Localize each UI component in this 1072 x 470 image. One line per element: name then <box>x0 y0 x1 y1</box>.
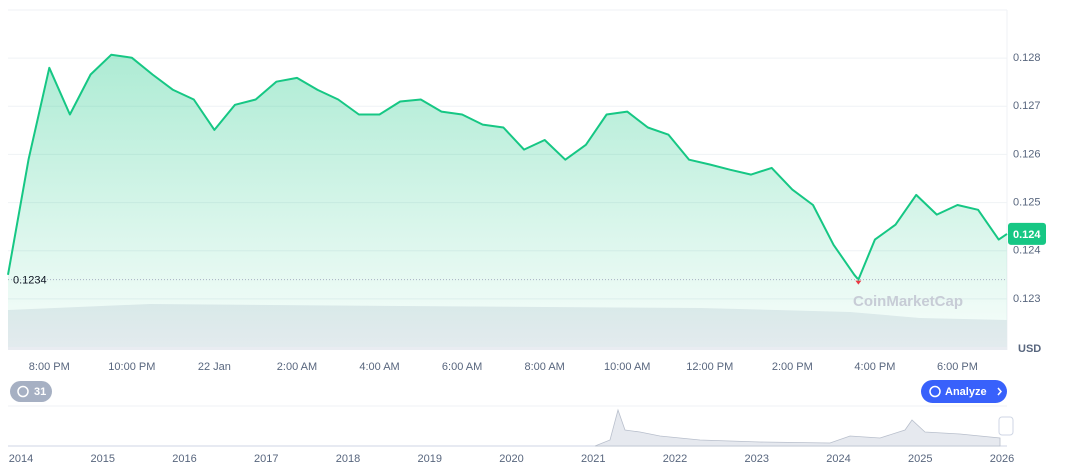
navigator-history <box>594 408 1001 447</box>
year-label: 2014 <box>9 453 33 465</box>
year-label: 2021 <box>581 453 605 465</box>
x-tick-label: 10:00 PM <box>108 361 155 373</box>
y-tick-label: 0.128 <box>1013 52 1041 64</box>
y-tick-label: 0.125 <box>1013 196 1041 208</box>
x-tick-label: 2:00 PM <box>772 361 813 373</box>
x-tick-label: 8:00 PM <box>29 361 70 373</box>
year-label: 2018 <box>336 453 360 465</box>
year-label: 2020 <box>499 453 523 465</box>
currency-label: USD <box>1018 343 1041 355</box>
x-tick-label: 8:00 AM <box>524 361 564 373</box>
price-badge-text: 0.124 <box>1013 229 1041 241</box>
analyze-button[interactable] <box>921 380 1007 403</box>
x-tick-label: 12:00 PM <box>686 361 733 373</box>
y-tick-label: 0.126 <box>1013 148 1041 160</box>
x-tick-label: 2:00 AM <box>277 361 317 373</box>
x-tick-label: 6:00 PM <box>937 361 978 373</box>
year-label: 2023 <box>745 453 769 465</box>
analyze-icon <box>929 385 941 398</box>
x-tick-label: 22 Jan <box>198 361 231 373</box>
range-badge-text: 31 <box>34 386 46 398</box>
x-tick-label: 6:00 AM <box>442 361 482 373</box>
analyze-text: Analyze <box>945 386 987 398</box>
y-tick-label: 0.123 <box>1013 293 1041 305</box>
year-label: 2019 <box>418 453 442 465</box>
navigator-handle[interactable] <box>998 416 1014 436</box>
x-tick-label: 10:00 AM <box>604 361 650 373</box>
price-line <box>7 53 1008 281</box>
price-area <box>8 54 1007 348</box>
price-badge <box>1008 222 1046 245</box>
open-price-label: 0.1234 <box>13 275 47 287</box>
y-tick-label: 0.127 <box>1013 100 1041 112</box>
year-label: 2015 <box>91 453 115 465</box>
low-marker <box>855 280 862 285</box>
x-tick-label: 4:00 AM <box>359 361 399 373</box>
year-label: 2016 <box>172 453 196 465</box>
x-tick-label: 4:00 PM <box>854 361 895 373</box>
y-tick-label: 0.124 <box>1013 245 1041 257</box>
range-badge[interactable] <box>10 381 52 402</box>
year-label: 2026 <box>990 453 1014 465</box>
year-label: 2017 <box>254 453 278 465</box>
chevron <box>997 387 1002 396</box>
year-label: 2025 <box>908 453 932 465</box>
year-label: 2024 <box>826 453 850 465</box>
watermark: CoinMarketCap <box>853 293 963 310</box>
clock-icon <box>17 385 29 398</box>
year-label: 2022 <box>663 453 687 465</box>
